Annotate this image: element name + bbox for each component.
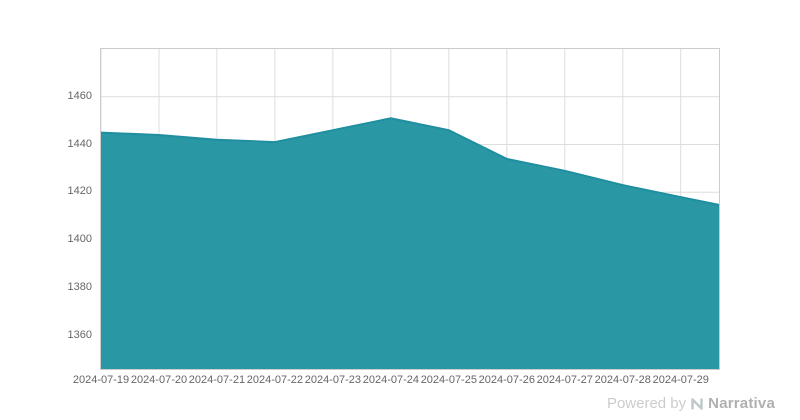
x-axis-tick-label: 2024-07-27 [536, 374, 593, 386]
x-axis: 2024-07-19 2024-07-20 2024-07-21 2024-07-22… [73, 374, 719, 390]
x-axis-tick-label: 2024-07-28 [594, 374, 651, 386]
x-axis-tick-label: 2024-07-23 [304, 374, 362, 386]
y-axis-tick-label: 1460 [67, 89, 92, 102]
narrativa-logo-icon [690, 397, 704, 411]
x-axis-tick-label: 2024-07-19 [72, 374, 130, 386]
y-axis-tick-label: 1380 [67, 280, 92, 293]
x-axis-tick-label: 2024-07-24 [362, 374, 419, 386]
x-axis-tick-label: 2024-07-20 [130, 374, 188, 386]
y-axis-tick-label: 1400 [67, 233, 92, 246]
watermark-prefix: Powered by [606, 395, 687, 412]
plot-area [100, 48, 720, 370]
watermark-brand: Narrativa [708, 395, 775, 412]
x-axis-tick-label: 2024-07-21 [188, 374, 246, 386]
x-axis-tick-label: 2024-07-26 [478, 374, 535, 386]
y-axis: 1360 1380 1400 1420 1440 1460 [0, 48, 92, 368]
y-axis-tick-label: 1420 [67, 185, 92, 198]
watermark: Powered by Narrativa [607, 395, 775, 412]
area-chart-canvas [101, 49, 719, 369]
x-axis-tick-label: 2024-07-29 [652, 374, 709, 386]
x-axis-tick-label: 2024-07-25 [420, 374, 477, 386]
y-axis-tick-label: 1360 [67, 328, 92, 341]
y-axis-tick-label: 1440 [67, 137, 92, 150]
x-axis-tick-label: 2024-07-22 [246, 374, 304, 386]
